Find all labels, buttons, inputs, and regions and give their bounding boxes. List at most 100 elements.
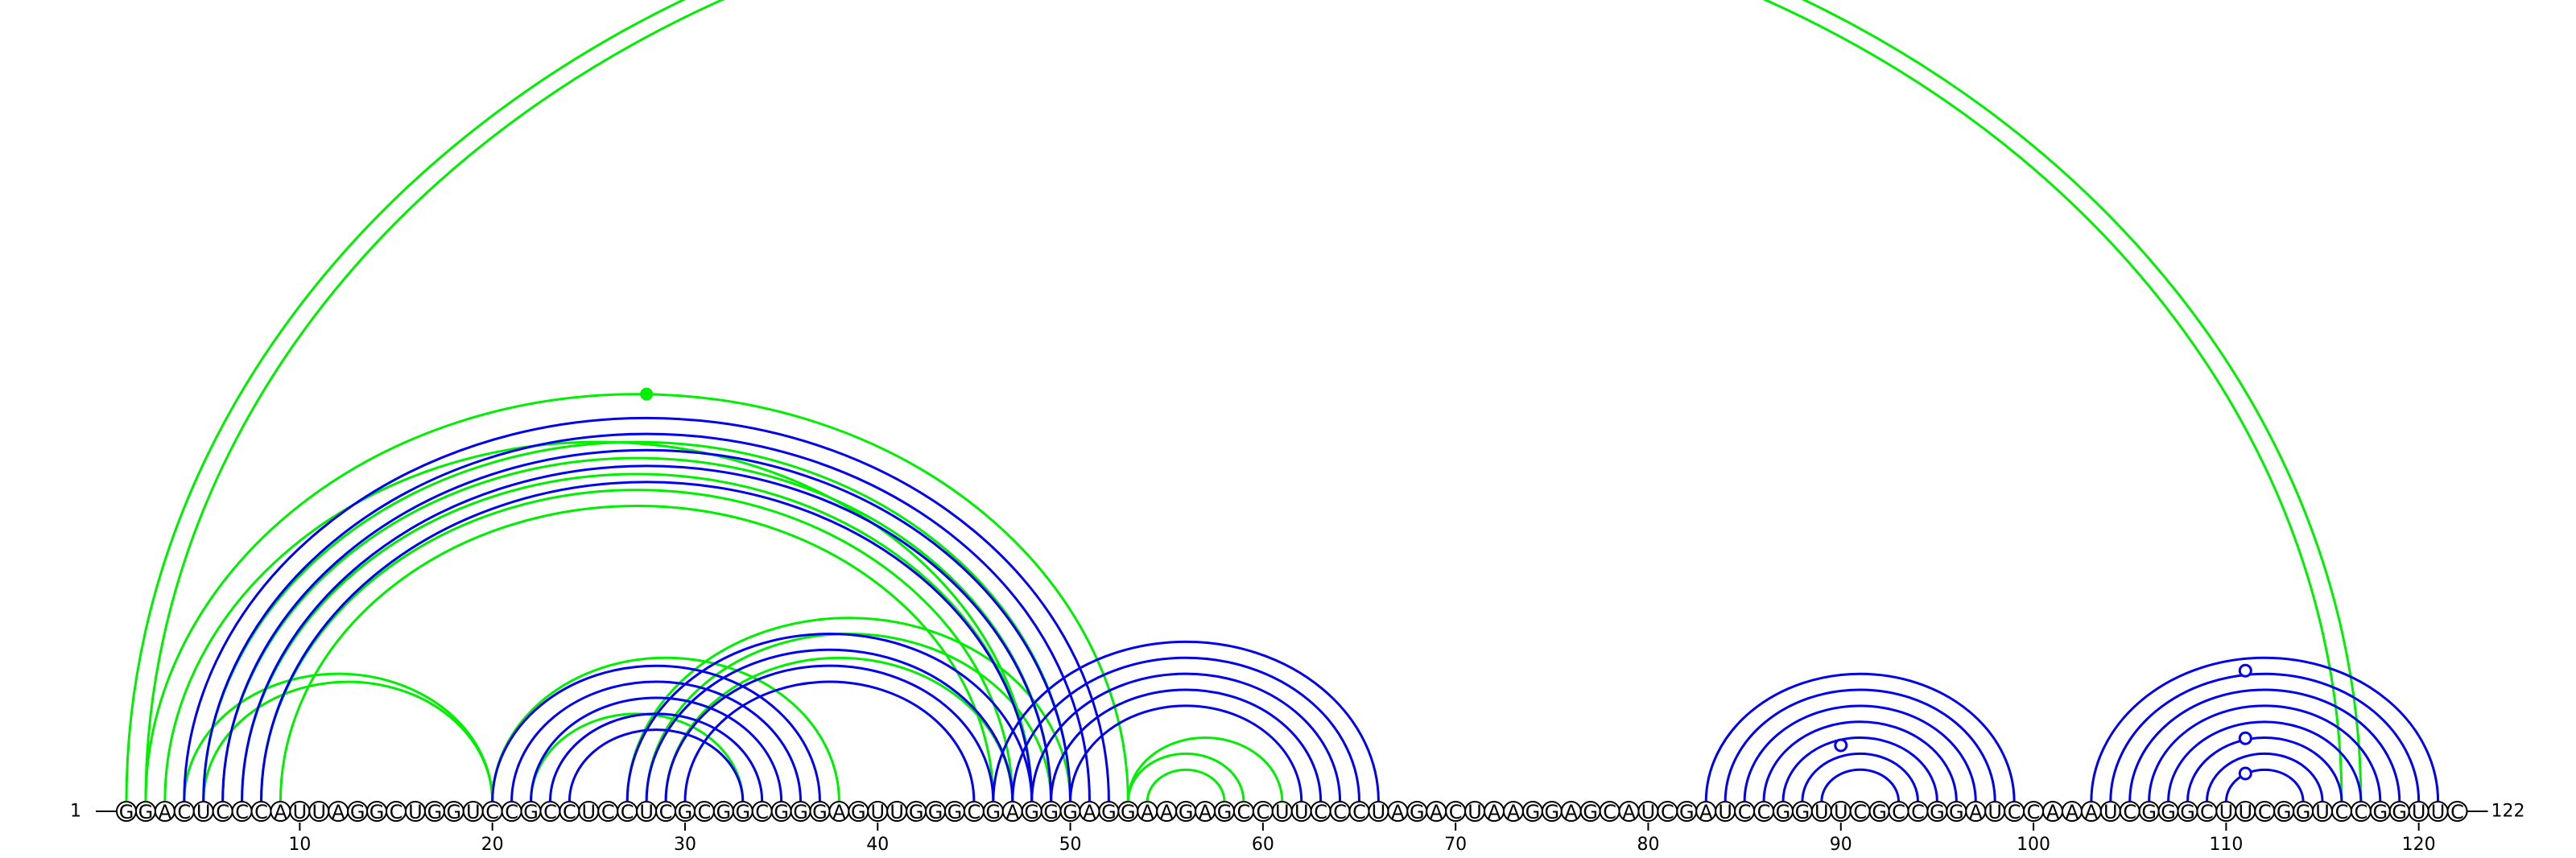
nucleotide-79: A (1618, 801, 1640, 823)
arc-reference-105-119 (2128, 688, 2401, 802)
nucleotide-letter: C (1333, 801, 1347, 823)
arc-reference-106-118 (2148, 704, 2382, 802)
nucleotide-letter: U (2239, 801, 2253, 823)
nucleotide-letter: C (1352, 801, 1366, 823)
nucleotide-letter: C (1757, 801, 1771, 823)
nucleotide-49: G (1040, 801, 1062, 823)
nucleotide-116: C (2330, 801, 2352, 823)
nucleotide-letter: C (2335, 801, 2349, 823)
nucleotide-114: G (2293, 801, 2314, 823)
nucleotide-letter: C (698, 801, 712, 823)
nucleotide-32: G (712, 801, 734, 823)
blue-circle-marker-4 (1834, 738, 1848, 753)
nucleotide-76: A (1560, 801, 1582, 823)
nucleotide-68: G (1406, 801, 1428, 823)
nucleotide-91: C (1849, 801, 1871, 823)
nucleotide-29: C (655, 801, 677, 823)
nucleotide-53: G (1117, 801, 1139, 823)
nucleotide-10: U (289, 801, 311, 823)
nucleotide-38: A (828, 801, 850, 823)
nucleotide-letter: C (1853, 801, 1867, 823)
nucleotide-letter: C (390, 801, 403, 823)
nucleotide-letter: G (1949, 801, 1964, 823)
nucleotide-9: A (270, 801, 291, 823)
nucleotide-82: G (1676, 801, 1698, 823)
nucleotide-letter: G (812, 801, 828, 823)
nucleotide-letter: G (909, 801, 924, 823)
nucleotide-60: C (1252, 801, 1274, 823)
nucleotide-letter: U (890, 801, 904, 823)
nucleotide-letter: U (1641, 801, 1656, 823)
nucleotide-31: C (693, 801, 715, 823)
nucleotide-56: G (1175, 801, 1197, 823)
nucleotide-letter: C (601, 801, 615, 823)
nucleotide-letter: G (119, 801, 134, 823)
nucleotide-58: G (1214, 801, 1236, 823)
nucleotide-letter: G (735, 801, 750, 823)
nucleotide-81: C (1657, 801, 1678, 823)
nucleotide-letter: C (177, 801, 191, 823)
nucleotide-67: A (1387, 801, 1409, 823)
nucleotide-letter: G (1063, 801, 1078, 823)
nucleotide-37: G (809, 801, 831, 823)
nucleotide-letter: A (1699, 801, 1713, 823)
nucleotide-71: U (1464, 801, 1486, 823)
nucleotide-letter: C (1738, 801, 1752, 823)
blue-circle-marker-3 (2238, 766, 2252, 781)
nucleotide-89: U (1810, 801, 1832, 823)
nucleotide-83: A (1695, 801, 1717, 823)
nucleotide-letter: G (1545, 801, 1560, 823)
nucleotide-101: A (2042, 801, 2063, 823)
nucleotide-letter: G (2296, 801, 2311, 823)
arc-predicted-2-116 (144, 0, 2343, 802)
arc-reference-110-114 (2224, 768, 2305, 802)
nucleotide-letter: G (1410, 801, 1425, 823)
arc-reference-103-121 (2090, 656, 2440, 802)
nucleotide-35: G (770, 801, 792, 823)
blue-circle-marker-2 (2238, 731, 2252, 745)
tick-label-40: 40 (866, 835, 889, 855)
nucleotide-5: U (192, 801, 214, 823)
nucleotide-letter: G (1583, 801, 1598, 823)
arc-predicted-1-117 (125, 0, 2363, 802)
nucleotide-letter: C (235, 801, 249, 823)
nucleotide-letter: G (678, 801, 693, 823)
nucleotide-letter: G (369, 801, 385, 823)
arc-reference-6-50 (221, 448, 1072, 802)
nucleotide-46: G (982, 801, 1004, 823)
arc-reference-84-98 (1724, 688, 1996, 802)
nucleotide-106: G (2138, 801, 2160, 823)
arc-reference-50-62 (1069, 704, 1303, 802)
nucleotide-2: G (134, 801, 156, 823)
nucleotide-letter: G (851, 801, 866, 823)
nucleotide-letter: U (408, 801, 423, 823)
nucleotide-letter: C (1449, 801, 1463, 823)
nucleotide-8: C (250, 801, 272, 823)
nucleotide-59: C (1232, 801, 1254, 823)
nucleotide-letter: U (2315, 801, 2330, 823)
nucleotide-letter: U (1988, 801, 2002, 823)
arc-reference-4-52 (183, 416, 1110, 802)
arc-predicted-9-46 (279, 505, 995, 802)
nucleotide-93: C (1888, 801, 1909, 823)
nucleotide-letter: U (1814, 801, 1829, 823)
tick-label-10: 10 (288, 835, 311, 855)
arc-predicted-22-33 (530, 712, 745, 802)
nucleotide-letter: A (274, 801, 287, 823)
arc-reference-46-66 (992, 640, 1380, 802)
nucleotide-13: G (347, 801, 369, 823)
nucleotide-letter: U (1468, 801, 1482, 823)
nucleotide-letter: U (1834, 801, 1848, 823)
nucleotide-letter: A (1141, 801, 1154, 823)
nucleotide-letter: U (1275, 801, 1290, 823)
nucleotide-74: G (1521, 801, 1543, 823)
tick-label-70: 70 (1444, 835, 1467, 855)
nucleotide-letter: C (505, 801, 518, 823)
nucleotide-48: G (1021, 801, 1042, 823)
nucleotide-letter: A (1199, 801, 1212, 823)
nucleotide-30: G (674, 801, 696, 823)
end-position-label: 122 (2491, 802, 2525, 822)
nucleotide-letter: C (216, 801, 229, 823)
nucleotide-letter: A (1507, 801, 1521, 823)
arc-reference-30-45 (683, 680, 976, 802)
